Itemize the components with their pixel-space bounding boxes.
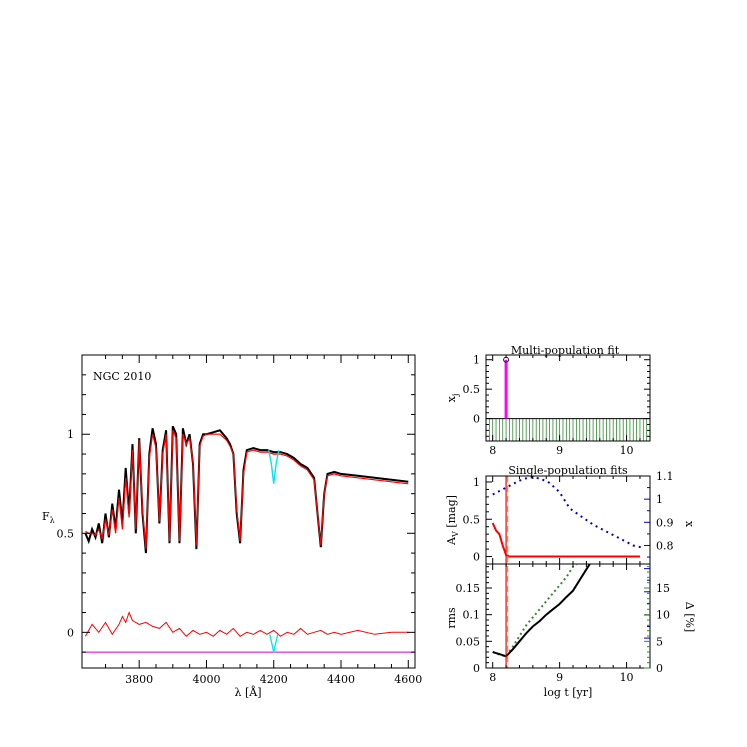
single-ylabel-unit: [mag] [445, 495, 458, 531]
multi-frame [485, 354, 651, 442]
single-y2tick-label: 1 [656, 493, 663, 506]
rms-y2label: Δ [%] [683, 602, 696, 632]
spectrum-ytick-label: 0.5 [57, 527, 75, 540]
masked-region-line [268, 449, 280, 484]
spectrum-xtick-label: 4600 [394, 673, 422, 686]
chi-line [492, 476, 644, 549]
single-ytick-label: 0 [473, 551, 480, 564]
multi-xtick-label: 10 [620, 444, 634, 457]
multi-ytick-label: 0.5 [463, 383, 481, 396]
rms-ytick-label: 0 [473, 662, 480, 675]
rms-ytick-label: 0.05 [456, 635, 481, 648]
rms-y2tick-label: 5 [656, 635, 663, 648]
spectrum-ytick-label: 0 [67, 626, 74, 639]
multi-plot-area [485, 356, 650, 441]
single-title: Single-population fits [508, 464, 628, 477]
multi-ylabel-main: x [445, 395, 458, 402]
multi-ytick-label: 1 [473, 354, 480, 367]
single-ylabel-main: A [445, 536, 458, 546]
multi-title: Multi-population fit [511, 344, 620, 357]
single-ytick-label: 1 [473, 476, 480, 489]
rms-plot-area [492, 476, 591, 668]
multi-ylabel-sub: j [451, 394, 460, 397]
rms-axes: 8 9 10 0 0.05 0.1 0.15 0 5 10 15 [456, 564, 670, 684]
spectrum-xtick-label: 4400 [327, 673, 355, 686]
single-plot-area [491, 476, 644, 558]
rms-line [492, 563, 591, 658]
spectrum-ylabel-sub: λ [50, 516, 55, 525]
rms-y2tick-label: 15 [656, 582, 670, 595]
rms-ytick-label: 0.1 [463, 609, 481, 622]
model-spectrum-line [85, 430, 409, 550]
spectrum-xtick-label: 4000 [192, 673, 220, 686]
spectrum-xtick-label: 3800 [125, 673, 153, 686]
spectrum-panel: 3800 4000 4200 4400 4600 0 0.5 1 NGC 2010 λ [Å]… [42, 354, 422, 699]
residual-masked-line [269, 634, 279, 653]
single-y2tick-label: 1.1 [656, 470, 674, 483]
rms-xtick-label: 10 [620, 671, 634, 684]
spectrum-ylabel-main: F [42, 510, 50, 523]
spectrum-frame [81, 354, 416, 669]
object-label: NGC 2010 [93, 370, 151, 383]
multi-xtick-label: 9 [556, 444, 563, 457]
rms-xtick-label: 9 [556, 671, 563, 684]
single-axes: 0 0.5 1 0.8 0.9 1 1.1 [463, 470, 674, 639]
single-y2tick-label: 0.8 [656, 539, 674, 552]
delta-line [492, 563, 578, 658]
single-ylabel: AV [mag] [445, 495, 460, 546]
single-ylabel-sub: V [451, 531, 460, 538]
multi-ylabel: xj [445, 394, 460, 403]
multi-axes: 8 9 10 0 0.5 1 [463, 354, 650, 457]
rms-xlabel: log t [yr] [544, 686, 593, 699]
single-y2label: x [683, 521, 696, 528]
rms-ylabel: rms [445, 607, 458, 629]
single-y2tick-label: 0.9 [656, 516, 674, 529]
spectrum-plot-area [82, 425, 415, 653]
single-population-panel: Single-population fits 0 0.5 1 0.8 0.9 1 1.1 A… [445, 464, 696, 639]
rms-y2tick-label: 10 [656, 609, 670, 622]
spectrum-ylabel: Fλ [42, 510, 55, 525]
spectrum-xlabel: λ [Å] [235, 685, 262, 699]
multi-xtick-label: 8 [489, 444, 496, 457]
rms-xtick-label: 8 [489, 671, 496, 684]
spectrum-ytick-label: 1 [67, 428, 74, 441]
single-ytick-label: 0.5 [463, 513, 481, 526]
rms-ytick-label: 0.15 [456, 582, 481, 595]
multi-population-panel: Multi-population fit 8 9 10 0 0.5 1 xj [445, 344, 651, 457]
av-line [491, 522, 640, 558]
spectrum-xtick-label: 4200 [260, 673, 288, 686]
residual-line [84, 611, 409, 638]
spectrum-axes: 3800 4000 4200 4400 4600 0 0.5 1 [57, 354, 422, 686]
rms-y2tick-label: 0 [656, 662, 663, 675]
multi-ytick-label: 0 [473, 413, 480, 426]
